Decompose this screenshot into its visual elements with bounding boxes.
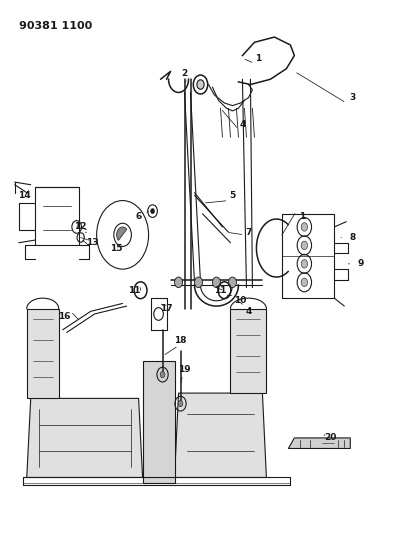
Text: 3: 3 [349, 93, 356, 102]
Polygon shape [288, 438, 350, 448]
Text: 12: 12 [75, 222, 87, 231]
Circle shape [151, 208, 155, 214]
Circle shape [197, 80, 204, 90]
Text: 14: 14 [19, 191, 31, 200]
Text: 11: 11 [128, 286, 141, 295]
Circle shape [178, 400, 183, 407]
Text: 2: 2 [181, 69, 188, 78]
Circle shape [160, 372, 165, 378]
Polygon shape [175, 393, 266, 478]
Circle shape [301, 278, 307, 287]
Text: 1: 1 [255, 54, 262, 63]
Text: 7: 7 [245, 228, 252, 237]
Circle shape [228, 277, 237, 288]
Circle shape [194, 277, 202, 288]
Text: 16: 16 [58, 312, 71, 321]
Text: 20: 20 [324, 433, 337, 442]
Text: 13: 13 [86, 238, 99, 247]
Circle shape [213, 277, 220, 288]
Text: 8: 8 [349, 233, 356, 242]
Polygon shape [27, 309, 59, 398]
Circle shape [301, 241, 307, 249]
Text: 17: 17 [160, 304, 173, 313]
Polygon shape [143, 361, 175, 483]
Text: 6: 6 [135, 212, 142, 221]
Text: 9: 9 [357, 260, 363, 268]
Text: 5: 5 [229, 191, 236, 200]
Circle shape [301, 260, 307, 268]
Circle shape [301, 223, 307, 231]
Polygon shape [230, 309, 266, 393]
Circle shape [175, 277, 183, 288]
Text: 90381 1100: 90381 1100 [19, 21, 92, 31]
Text: 19: 19 [178, 365, 191, 374]
Wedge shape [117, 227, 127, 240]
Text: 11: 11 [214, 286, 227, 295]
Text: 10: 10 [234, 296, 247, 305]
Text: 4: 4 [239, 119, 245, 128]
Text: 1: 1 [299, 212, 305, 221]
Text: 15: 15 [111, 244, 123, 253]
Text: 18: 18 [174, 336, 187, 345]
Polygon shape [27, 398, 143, 478]
Text: 4: 4 [245, 307, 252, 316]
